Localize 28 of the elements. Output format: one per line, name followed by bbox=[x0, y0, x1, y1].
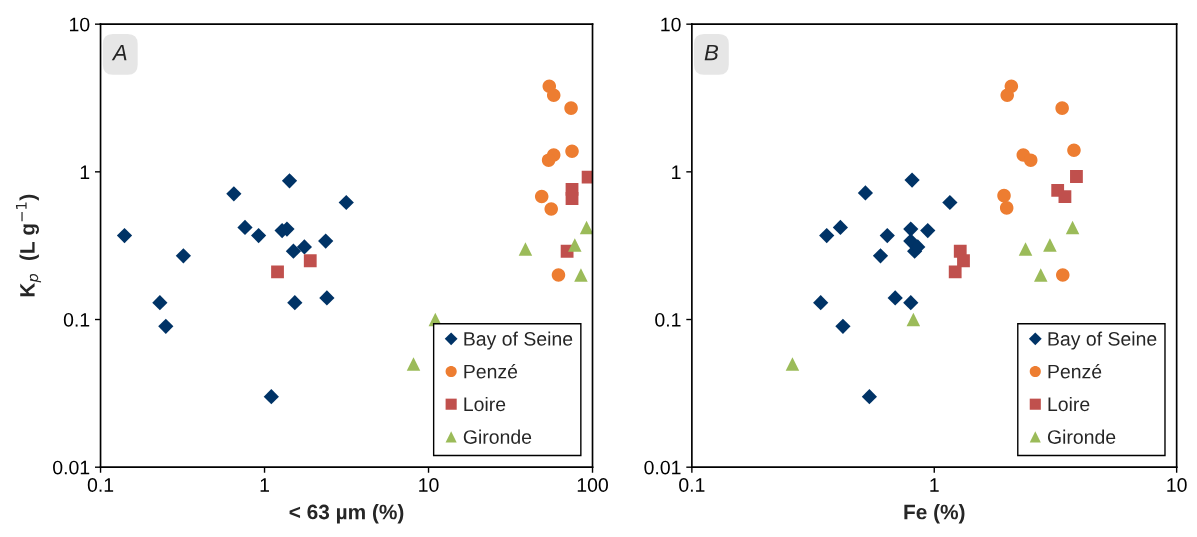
legend-label: Bay of Seine bbox=[1048, 331, 1157, 350]
legend-label: Bay of Seine bbox=[464, 331, 573, 350]
x-tick-label: 0.1 bbox=[679, 478, 705, 492]
x-tick-label: 10 bbox=[419, 478, 439, 492]
y-tick-label: 0.01 bbox=[53, 460, 90, 475]
y-tick-label: 10 bbox=[661, 17, 681, 32]
x-tick-label: 100 bbox=[577, 478, 608, 492]
x-tick-label: 10 bbox=[1167, 478, 1187, 492]
y-tick-label: 0.1 bbox=[655, 312, 681, 327]
x-axis-title: Fe (%) bbox=[904, 504, 965, 524]
annotation: B bbox=[704, 44, 719, 61]
y-tick-label: 1 bbox=[80, 165, 90, 179]
legend-label: Gironde bbox=[1047, 429, 1116, 444]
y-tick-label: 1 bbox=[672, 165, 681, 179]
annotation: A bbox=[111, 44, 127, 61]
y-axis-title: K$_{p}$ (L g$^{−1}$) bbox=[15, 194, 42, 297]
y-tick-label: 10 bbox=[69, 17, 90, 32]
legend-label: Loire bbox=[1048, 396, 1090, 412]
legend-label: Loire bbox=[464, 396, 506, 412]
legend-label: Gironde bbox=[463, 429, 532, 444]
y-tick-label: 0.1 bbox=[63, 312, 90, 327]
legend-label: Penzé bbox=[464, 363, 518, 379]
x-tick-label: 1 bbox=[930, 478, 939, 492]
y-tick-label: 0.01 bbox=[644, 460, 681, 475]
x-tick-label: 0.1 bbox=[87, 478, 114, 492]
x-tick-label: 1 bbox=[260, 478, 269, 492]
legend-label: Penzé bbox=[1048, 363, 1102, 379]
x-axis-title: < 63 µm (%) bbox=[289, 504, 404, 524]
